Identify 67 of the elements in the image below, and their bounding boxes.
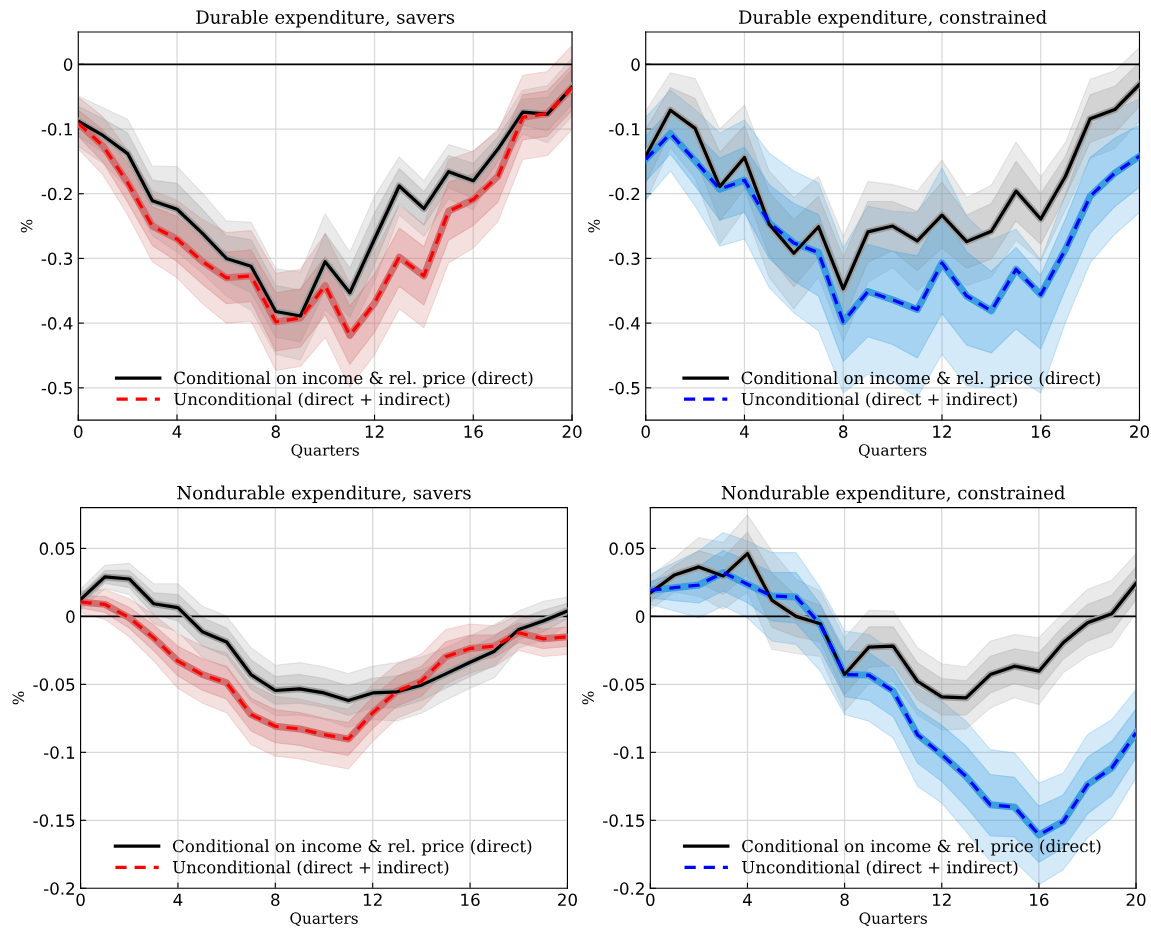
- y-tick-label: 0: [66, 610, 75, 623]
- y-tick-label: -0.2: [609, 187, 640, 201]
- x-axis-title: Quarters: [858, 444, 927, 458]
- y-tick-label: 0: [635, 610, 645, 623]
- legend-label: Unconditional (direct + indirect): [742, 860, 1018, 876]
- x-tick-label: 4: [172, 425, 182, 438]
- y-tick-label: -0.4: [41, 317, 73, 330]
- y-axis-title: %: [588, 219, 600, 233]
- y-tick-label: -0.1: [609, 122, 640, 136]
- x-tick-label: 8: [839, 425, 848, 438]
- y-tick-label: -0.2: [44, 882, 75, 895]
- y-tick-label: 0: [631, 58, 640, 71]
- x-tick-label: 4: [742, 893, 752, 906]
- x-tick-label: 16: [1030, 893, 1049, 907]
- x-tick-label: 20: [1130, 425, 1149, 438]
- y-tick-label: -0.15: [603, 814, 644, 827]
- x-tick-label: 0: [74, 425, 83, 438]
- y-tick-label: 0.05: [609, 542, 644, 555]
- x-tick-label: 8: [840, 893, 849, 907]
- legend-label: Unconditional (direct + indirect): [173, 392, 450, 408]
- y-tick-label: -0.15: [33, 814, 75, 827]
- legend-label: Conditional on income & rel. price (direct): [174, 371, 533, 388]
- x-tick-label: 4: [739, 425, 749, 438]
- y-tick-label: -0.1: [41, 122, 72, 136]
- y-tick-label: -0.3: [609, 252, 640, 265]
- chart-title: Durable expenditure, constrained: [739, 9, 1047, 28]
- x-tick-label: 12: [933, 425, 951, 438]
- x-tick-label: 0: [646, 893, 655, 907]
- y-axis-title: %: [582, 691, 594, 705]
- y-tick-label: -0.4: [609, 317, 640, 330]
- x-tick-label: 0: [76, 893, 85, 907]
- y-tick-label: -0.2: [41, 187, 72, 201]
- x-tick-label: 12: [932, 893, 951, 906]
- y-tick-label: -0.5: [41, 381, 72, 395]
- y-axis-title: %: [20, 219, 33, 233]
- y-axis-title: %: [12, 691, 25, 705]
- x-tick-label: 12: [363, 893, 382, 906]
- legend-label: Conditional on income & rel. price (direct): [741, 371, 1100, 388]
- x-tick-label: 12: [365, 425, 384, 438]
- legend-label: Unconditional (direct + indirect): [741, 392, 1017, 408]
- y-tick-label: -0.2: [613, 882, 644, 895]
- y-tick-label: -0.5: [609, 381, 640, 395]
- x-tick-label: 8: [271, 893, 280, 907]
- x-axis-title: Quarters: [859, 912, 927, 927]
- x-tick-label: 16: [461, 893, 480, 907]
- chart-title: Durable expenditure, savers: [196, 9, 455, 28]
- y-tick-label: -0.05: [33, 678, 75, 691]
- legend-label: Conditional on income & rel. price (direct): [172, 839, 532, 856]
- x-tick-label: 20: [558, 893, 577, 907]
- chart-title: Nondurable expenditure, savers: [177, 485, 471, 504]
- x-axis-title: Quarters: [291, 444, 359, 458]
- y-tick-label: -0.3: [41, 252, 73, 265]
- x-tick-label: 16: [464, 425, 483, 438]
- chart-title: Nondurable expenditure, constrained: [721, 485, 1065, 504]
- x-tick-label: 20: [1126, 893, 1146, 907]
- y-tick-label: -0.05: [603, 678, 644, 691]
- y-tick-label: 0: [63, 58, 73, 71]
- legend-label: Unconditional (direct + indirect): [172, 860, 449, 876]
- legend-label: Conditional on income & rel. price (direct): [742, 839, 1101, 856]
- x-tick-label: 8: [271, 425, 280, 438]
- x-tick-label: 20: [562, 425, 582, 438]
- x-tick-label: 16: [1031, 425, 1051, 438]
- x-axis-title: Quarters: [290, 912, 358, 927]
- y-tick-label: -0.1: [613, 746, 644, 759]
- y-tick-label: 0.05: [39, 542, 75, 555]
- x-tick-label: 4: [173, 893, 183, 906]
- y-tick-label: -0.1: [44, 746, 75, 759]
